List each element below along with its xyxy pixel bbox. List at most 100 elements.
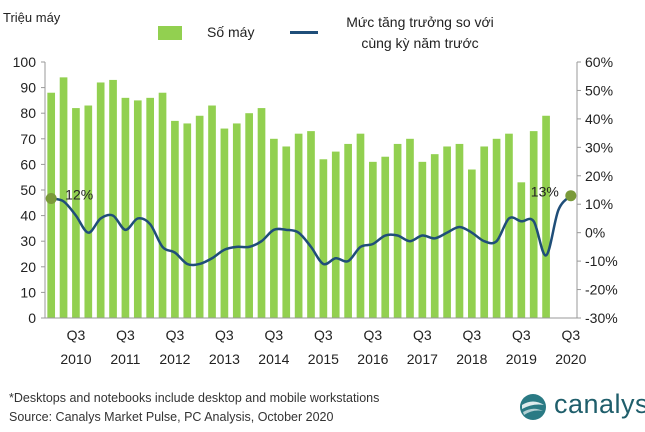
footnote: *Desktops and notebooks include desktop … — [9, 391, 380, 405]
x-tick-label-quarter: Q3 — [215, 327, 234, 343]
bar — [195, 115, 204, 318]
bar — [220, 128, 229, 318]
y-axis-title: Triệu máy — [3, 10, 61, 25]
x-tick-label-year: 2010 — [60, 351, 91, 367]
chart: 0 10 20 30 40 50 60 70 80 90 100 -30% -20% -10% 0% 10%… — [13, 54, 618, 367]
x-tick-label-quarter: Q3 — [561, 327, 580, 343]
left-tick-label: 80 — [20, 105, 36, 121]
bar — [232, 123, 241, 318]
bar — [381, 156, 390, 318]
bar — [393, 143, 402, 318]
right-tick-label: -20% — [585, 282, 618, 298]
bar — [72, 108, 80, 318]
x-tick-label-quarter: Q3 — [364, 327, 383, 343]
bar — [517, 182, 526, 318]
legend-line-label-1: Mức tăng trưởng so với — [346, 14, 494, 30]
bar — [344, 143, 352, 318]
bar — [282, 146, 291, 318]
bar — [480, 146, 489, 318]
bar — [121, 97, 130, 318]
x-tick-label-quarter: Q3 — [166, 327, 185, 343]
right-tick-label: -10% — [585, 253, 618, 269]
right-tick-label: 50% — [585, 82, 613, 98]
x-tick-label-quarter: Q3 — [512, 327, 531, 343]
right-tick-label: 10% — [585, 196, 613, 212]
x-tick-label-quarter: Q3 — [265, 327, 284, 343]
right-tick-label: 60% — [585, 54, 613, 70]
bar — [146, 97, 154, 318]
bar — [59, 77, 68, 318]
bar — [505, 133, 513, 318]
growth-marker — [565, 190, 577, 202]
growth-line-series: 12% 13% — [45, 184, 577, 267]
right-tick-label: 20% — [585, 168, 613, 184]
x-axis: Q3 2010 Q3 2011 Q3 2012 Q3 2013 Q3 2014 Q3 2015 Q3 20… — [45, 317, 587, 367]
brand-logo[interactable]: canalys — [518, 389, 645, 422]
bar — [171, 120, 179, 318]
growth-line — [50, 194, 572, 267]
x-tick-label-year: 2011 — [110, 351, 140, 367]
x-tick-label-year: 2018 — [456, 351, 487, 367]
left-tick-label: 20 — [20, 259, 36, 275]
legend-line-label: Mức tăng trưởng so với cùng kỳ năm trước — [330, 12, 510, 54]
bar — [430, 154, 439, 318]
bar — [307, 131, 315, 318]
x-tick-label-year: 2012 — [159, 351, 190, 367]
right-tick-label: -30% — [585, 310, 618, 326]
growth-marker-label: 13% — [531, 184, 559, 200]
bar — [319, 159, 328, 318]
right-tick-label: 0% — [585, 225, 605, 241]
left-tick-label: 0 — [28, 310, 36, 326]
bar — [418, 161, 427, 318]
bar — [492, 138, 501, 318]
bar — [369, 161, 377, 318]
left-tick-label: 50 — [20, 182, 36, 198]
growth-marker — [45, 193, 57, 205]
bar — [133, 100, 142, 319]
bar — [47, 92, 56, 318]
bar — [158, 92, 167, 318]
left-tick-label: 100 — [13, 54, 37, 70]
growth-marker-label: 12% — [65, 187, 93, 203]
legend-line-swatch — [290, 31, 318, 34]
bar — [257, 108, 266, 318]
x-tick-label-quarter: Q3 — [116, 327, 135, 343]
x-tick-label-year: 2019 — [506, 351, 537, 367]
source-note: Source: Canalys Market Pulse, PC Analysi… — [9, 410, 334, 424]
left-axis: 0 10 20 30 40 50 60 70 80 90 100 — [13, 54, 46, 326]
x-tick-label-year: 2020 — [555, 351, 586, 367]
bar — [245, 113, 253, 318]
right-tick-label: 30% — [585, 139, 613, 155]
bar — [542, 115, 550, 318]
bar — [84, 105, 93, 319]
bar — [96, 82, 105, 318]
right-axis: -30% -20% -10% 0% 10% 20% 30% 40% 50% 60% — [576, 54, 618, 326]
bar — [406, 138, 414, 318]
x-tick-label-year: 2014 — [258, 351, 289, 367]
bar — [468, 169, 476, 318]
right-tick-label: 40% — [585, 111, 613, 127]
bar — [529, 131, 538, 318]
x-tick-label-quarter: Q3 — [462, 327, 481, 343]
brand-name: canalys — [554, 389, 645, 419]
bar — [183, 123, 192, 318]
x-tick-label-quarter: Q3 — [314, 327, 333, 343]
legend-bar-label: Số máy — [207, 24, 255, 40]
x-tick-label-quarter: Q3 — [413, 327, 432, 343]
x-tick-label-quarter: Q3 — [67, 327, 86, 343]
x-tick-label-year: 2016 — [357, 351, 388, 367]
legend-line-label-2: cùng kỳ năm trước — [361, 35, 479, 51]
bar — [356, 133, 365, 318]
bar — [294, 133, 303, 318]
left-tick-label: 70 — [20, 131, 36, 147]
x-tick-label-year: 2017 — [407, 351, 438, 367]
left-tick-label: 30 — [20, 233, 36, 249]
x-tick-label-year: 2013 — [209, 351, 240, 367]
left-tick-label: 60 — [20, 156, 36, 172]
bar — [109, 79, 117, 318]
canalys-logo-icon — [520, 394, 546, 420]
bar-series — [47, 77, 550, 319]
bar — [455, 143, 464, 318]
bar — [331, 151, 340, 318]
x-tick-label-year: 2015 — [308, 351, 339, 367]
